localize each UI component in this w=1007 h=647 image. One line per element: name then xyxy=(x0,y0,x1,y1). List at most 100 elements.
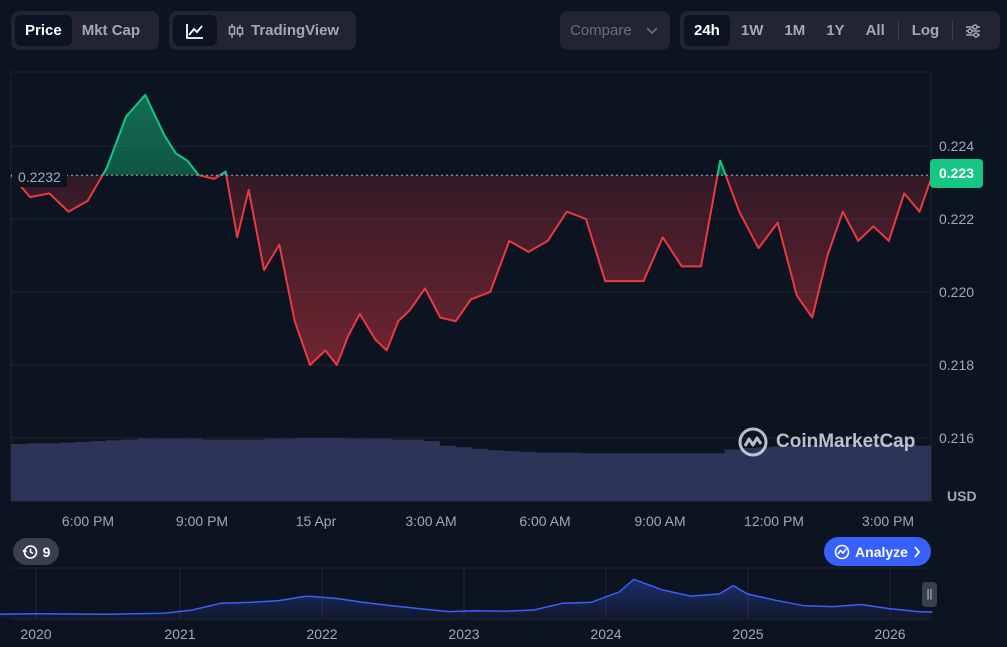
events-button[interactable]: 9 xyxy=(13,538,59,565)
volume-bar xyxy=(328,438,345,501)
coinmarketcap-logo-icon xyxy=(738,427,768,457)
volume-bar xyxy=(264,438,282,501)
volume-bar xyxy=(137,438,155,501)
down-area xyxy=(11,175,931,365)
volume-bar xyxy=(407,439,424,501)
range-1w[interactable]: 1W xyxy=(740,22,764,39)
analyze-label: Analyze xyxy=(855,543,908,560)
volume-bar xyxy=(582,453,599,501)
volume-bars xyxy=(11,438,932,501)
volume-bar xyxy=(486,450,504,501)
overview-year-label: 2020 xyxy=(20,626,52,642)
line-chart-icon xyxy=(186,23,203,39)
volume-bar xyxy=(248,439,266,501)
x-tick-label: 6:00 AM xyxy=(519,513,571,529)
volume-bar xyxy=(740,447,758,501)
overview-year-label: 2024 xyxy=(590,626,622,642)
volume-bar xyxy=(502,451,520,501)
toolbar-divider xyxy=(952,20,954,41)
events-count: 9 xyxy=(42,543,51,560)
volume-bar xyxy=(217,439,234,501)
watermark-text: CoinMarketCap xyxy=(776,431,916,452)
volume-bar xyxy=(724,449,742,501)
overview-year-label: 2023 xyxy=(448,626,480,642)
tradingview-label: TradingView xyxy=(251,22,340,39)
volume-bar xyxy=(819,444,837,501)
volume-bar xyxy=(661,453,678,501)
range-selector: 24h 1W 1M 1Y All Log xyxy=(680,11,1000,50)
volume-bar xyxy=(106,440,123,501)
x-tick-label: 3:00 PM xyxy=(861,513,915,529)
volume-bar xyxy=(280,438,298,501)
x-tick-label: 9:00 PM xyxy=(175,513,229,529)
settings-button[interactable] xyxy=(956,15,990,46)
volume-bar xyxy=(455,447,472,501)
tradingview-button[interactable]: TradingView xyxy=(217,15,349,46)
volume-bar xyxy=(550,452,567,501)
overview-year-label: 2021 xyxy=(164,626,196,642)
x-tick-label: 12:00 PM xyxy=(744,513,804,529)
price-series xyxy=(10,93,932,366)
volume-bar xyxy=(708,453,726,501)
price-mktcap-toggle: Price Mkt Cap xyxy=(11,11,159,50)
volume-bar xyxy=(835,444,853,501)
volume-bar xyxy=(423,441,440,501)
volume-bar xyxy=(296,438,313,501)
range-1m[interactable]: 1M xyxy=(784,22,806,39)
range-all[interactable]: All xyxy=(865,22,885,39)
volume-bar xyxy=(915,445,932,501)
overview-year-label: 2022 xyxy=(306,626,338,642)
volume-bar xyxy=(74,441,91,501)
x-tick-label: 15 Apr xyxy=(295,513,337,529)
compare-dropdown[interactable]: Compare xyxy=(560,11,670,50)
y-tick-label: 0.224 xyxy=(939,138,975,154)
overview-line xyxy=(0,578,933,615)
analyze-button[interactable]: Analyze xyxy=(824,537,931,566)
volume-bar xyxy=(756,447,773,501)
chevron-down-icon xyxy=(646,26,658,34)
y-tick-label: 0.220 xyxy=(939,284,975,300)
volume-bar xyxy=(677,453,694,501)
reference-price-label: 0.2232 xyxy=(12,167,67,187)
overview-area xyxy=(0,579,933,619)
volume-bar xyxy=(899,444,916,501)
range-1y[interactable]: 1Y xyxy=(826,22,845,39)
y-tick-label: 0.218 xyxy=(939,357,975,373)
toolbar-divider xyxy=(897,20,899,41)
volume-bar xyxy=(233,439,250,501)
volume-bar xyxy=(153,438,171,501)
volume-bar xyxy=(518,451,535,501)
volume-bar xyxy=(883,443,900,501)
volume-bar xyxy=(534,452,551,501)
compare-label: Compare xyxy=(570,22,632,39)
volume-bar xyxy=(90,441,107,501)
volume-bar xyxy=(42,443,60,501)
volume-bar xyxy=(851,444,869,501)
volume-bar xyxy=(867,443,884,501)
overview-year-label: 2025 xyxy=(732,626,764,642)
currency-label: USD xyxy=(947,488,977,504)
volume-bar xyxy=(122,439,139,501)
volume-bar xyxy=(804,444,821,501)
x-tick-label: 9:00 AM xyxy=(634,513,686,529)
price-line-down xyxy=(10,175,932,366)
overview-chart[interactable] xyxy=(0,567,933,620)
line-chart-button[interactable] xyxy=(173,15,217,46)
history-icon xyxy=(21,544,37,559)
range-24h[interactable]: 24h xyxy=(684,15,730,46)
x-tick-label: 6:00 PM xyxy=(61,513,115,529)
chart-style-toggle: TradingView xyxy=(169,11,356,50)
volume-bar xyxy=(312,438,329,501)
price-line-up xyxy=(11,93,727,176)
overview-drag-handle[interactable]: || xyxy=(922,582,937,607)
y-tick-label: 0.216 xyxy=(939,430,975,446)
log-scale-button[interactable]: Log xyxy=(911,22,940,39)
mktcap-tab[interactable]: Mkt Cap xyxy=(81,22,141,39)
current-price-tag: 0.223 xyxy=(930,159,983,188)
volume-bar xyxy=(344,438,361,501)
overview-year-label: 2026 xyxy=(874,626,906,642)
price-tab[interactable]: Price xyxy=(15,15,72,46)
sliders-icon xyxy=(966,23,981,38)
volume-bar xyxy=(26,443,44,501)
